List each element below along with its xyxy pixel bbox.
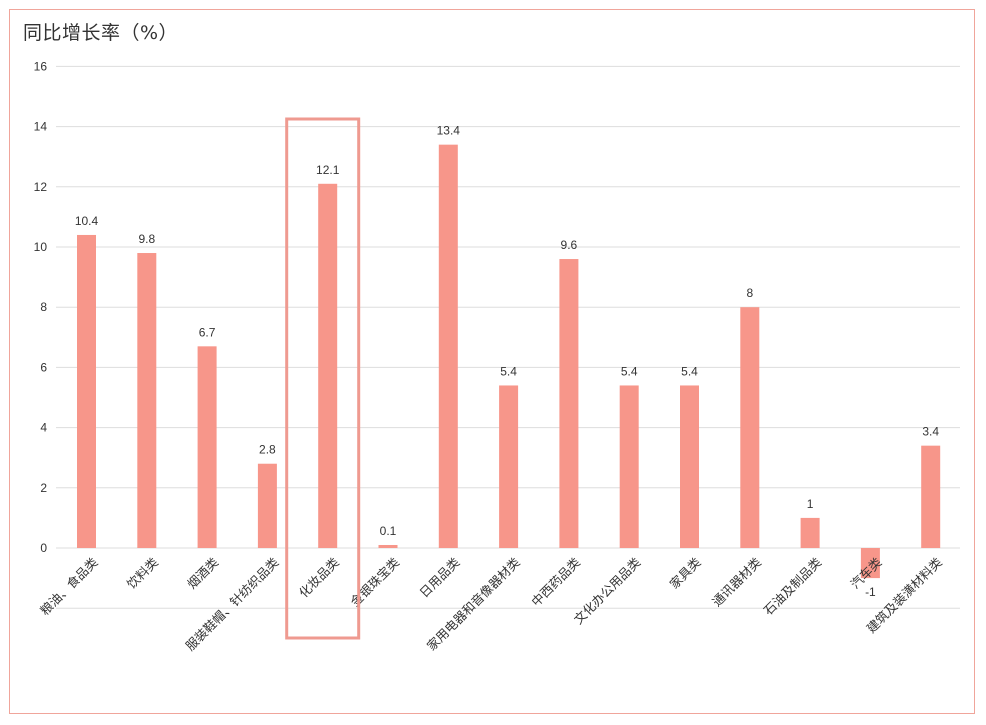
y-tick-label: 14	[34, 120, 48, 134]
data-label: -1	[865, 585, 876, 599]
bar	[438, 144, 458, 548]
x-tick-label: 日用品类	[416, 554, 462, 600]
y-tick-label: 8	[40, 300, 47, 314]
bar	[740, 307, 760, 548]
bar	[499, 385, 519, 548]
x-tick-label: 饮料类	[124, 554, 161, 591]
x-tick-label: 烟酒类	[184, 554, 221, 591]
data-label: 1	[807, 497, 814, 511]
data-label: 10.4	[75, 214, 99, 228]
data-label: 5.4	[621, 364, 638, 378]
bar	[860, 548, 880, 579]
y-tick-label: 0	[40, 541, 47, 555]
data-label: 9.8	[138, 232, 155, 246]
data-label: 0.1	[380, 524, 397, 538]
bar	[559, 259, 579, 548]
data-label: 3.4	[922, 425, 939, 439]
data-label: 8	[746, 286, 753, 300]
x-tick-label: 通讯器材类	[709, 554, 764, 609]
data-label: 13.4	[437, 124, 461, 138]
y-tick-label: 16	[34, 59, 48, 73]
data-label: 5.4	[500, 364, 517, 378]
bar	[257, 463, 277, 548]
data-label: 5.4	[681, 364, 698, 378]
y-tick-label: 12	[34, 180, 48, 194]
bar	[680, 385, 699, 548]
data-label: 9.6	[561, 238, 578, 252]
data-label: 2.8	[259, 443, 276, 457]
chart-frame	[9, 9, 975, 714]
bar	[800, 517, 820, 548]
y-tick-label: 10	[34, 240, 48, 254]
y-tick-label: 2	[40, 481, 47, 495]
data-label: 12.1	[316, 163, 340, 177]
data-label: 6.7	[199, 325, 216, 339]
bar	[77, 234, 96, 548]
x-tick-label: 中西药品类	[528, 554, 583, 609]
bar	[378, 544, 398, 548]
highlight-box	[285, 117, 361, 640]
bar	[318, 183, 338, 549]
bar	[619, 385, 639, 548]
chart-title: 同比增长率（%）	[23, 22, 179, 44]
bar	[137, 253, 157, 548]
x-tick-label: 金银珠宝类	[347, 554, 402, 609]
bar	[921, 445, 941, 548]
y-tick-label: 6	[40, 360, 47, 374]
x-tick-label: 化妆品类	[296, 554, 342, 600]
x-tick-label: 家具类	[666, 554, 703, 591]
y-tick-label: 4	[40, 421, 47, 435]
bar	[197, 346, 217, 548]
